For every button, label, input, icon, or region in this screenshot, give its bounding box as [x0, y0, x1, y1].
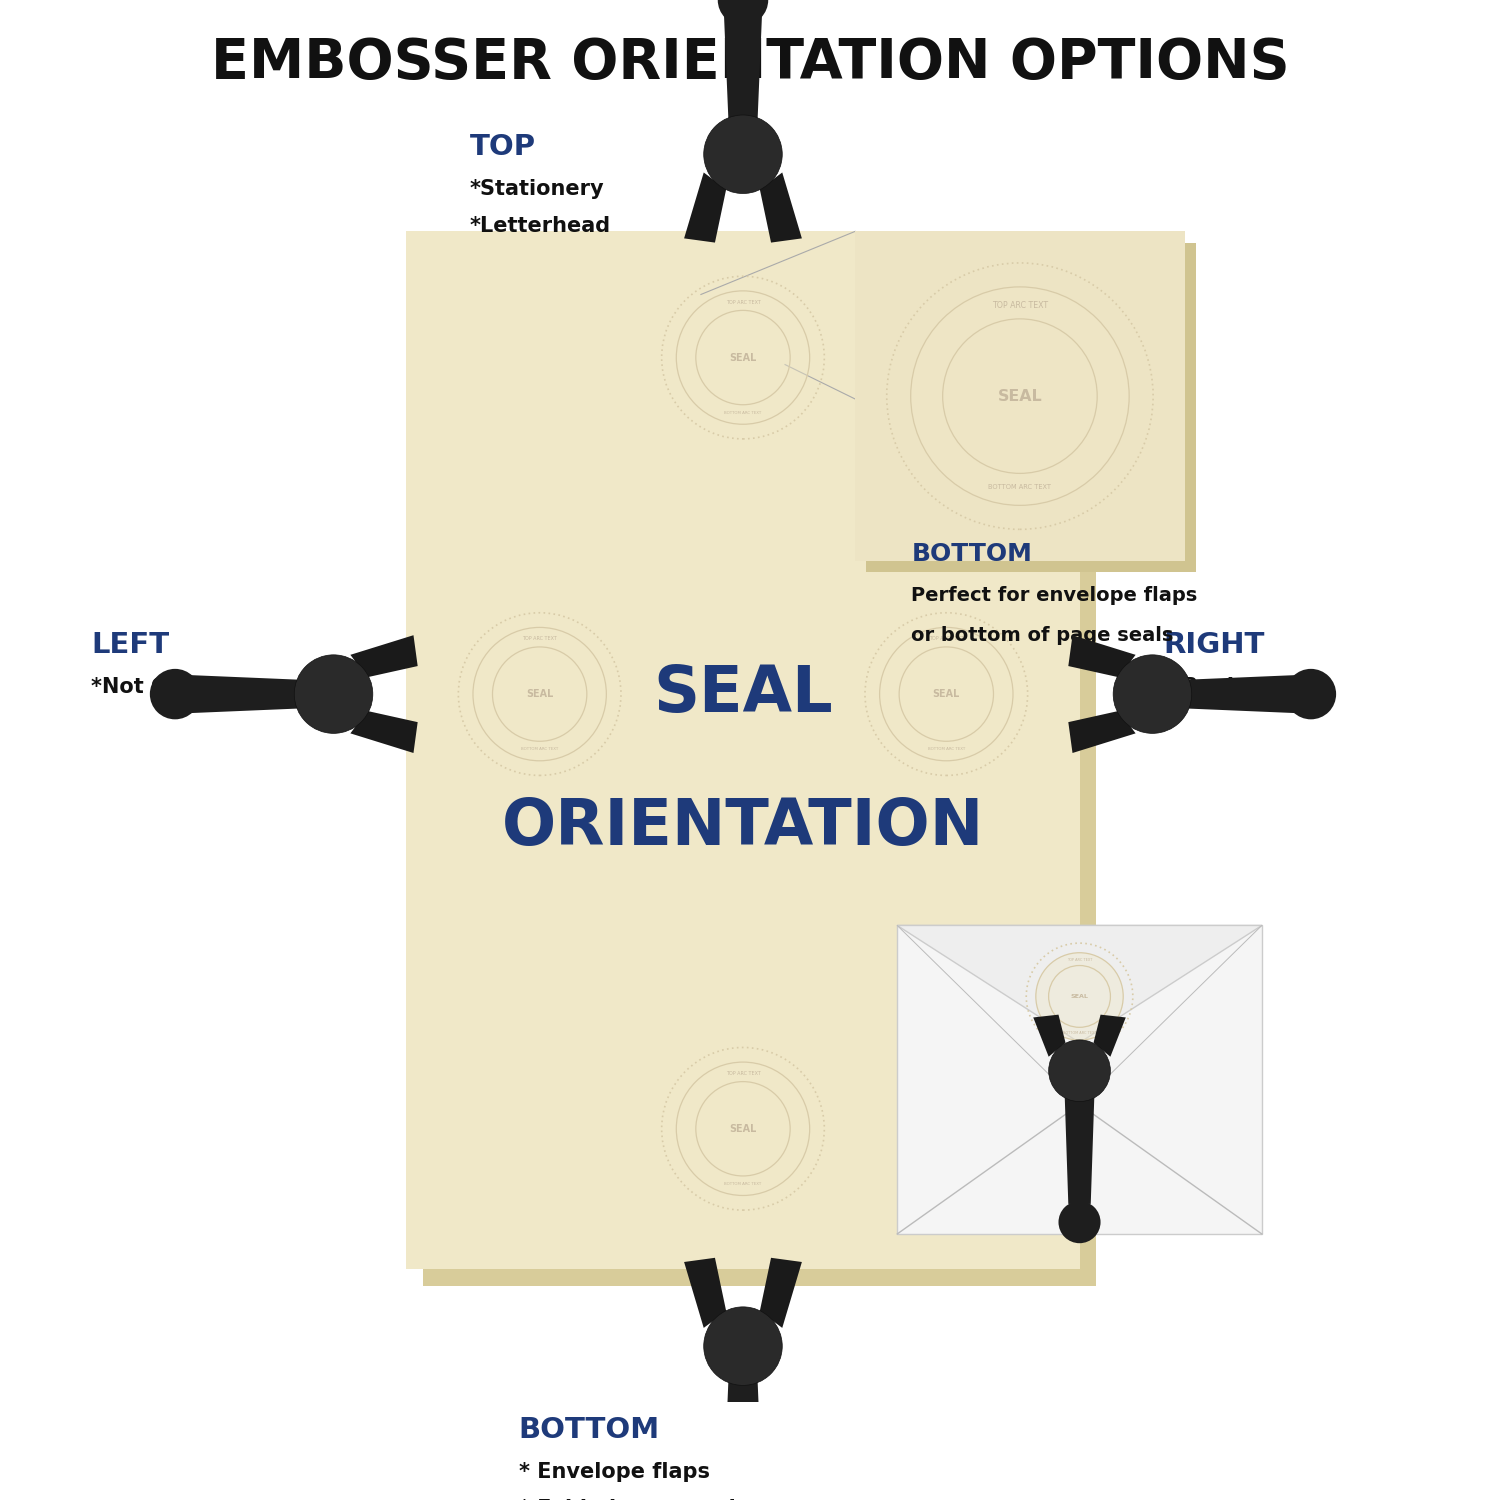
Text: BOTTOM: BOTTOM [519, 1416, 660, 1444]
Text: * Book page: * Book page [1164, 676, 1306, 698]
Bar [406, 231, 1080, 1269]
Bar [730, 1346, 756, 1374]
Text: ORIENTATION: ORIENTATION [503, 796, 984, 858]
Circle shape [704, 116, 783, 194]
Text: EMBOSSER ORIENTATION OPTIONS: EMBOSSER ORIENTATION OPTIONS [210, 36, 1290, 90]
Text: SEAL: SEAL [526, 688, 554, 699]
Circle shape [1286, 669, 1336, 720]
Text: *Not Common: *Not Common [92, 676, 254, 698]
Text: BOTTOM ARC TEXT: BOTTOM ARC TEXT [724, 411, 762, 416]
Text: LEFT: LEFT [92, 632, 170, 658]
Circle shape [910, 286, 1130, 506]
Text: BOTTOM ARC TEXT: BOTTOM ARC TEXT [724, 1182, 762, 1186]
Text: TOP ARC TEXT: TOP ARC TEXT [726, 300, 760, 304]
Circle shape [472, 627, 606, 760]
Text: BOTTOM: BOTTOM [912, 542, 1032, 566]
Text: SEAL: SEAL [1071, 994, 1089, 999]
Circle shape [150, 669, 201, 720]
Circle shape [717, 1474, 768, 1500]
Text: SEAL: SEAL [998, 388, 1042, 404]
Text: BOTTOM ARC TEXT: BOTTOM ARC TEXT [1064, 1030, 1096, 1035]
Text: BOTTOM ARC TEXT: BOTTOM ARC TEXT [988, 483, 1052, 489]
Circle shape [717, 0, 768, 26]
Text: TOP: TOP [470, 134, 536, 160]
Text: TOP ARC TEXT: TOP ARC TEXT [522, 636, 556, 642]
Bar [897, 926, 1262, 1234]
Polygon shape [760, 172, 802, 243]
Circle shape [704, 1306, 783, 1386]
Bar [867, 243, 1196, 572]
Polygon shape [684, 1258, 726, 1328]
Circle shape [676, 291, 810, 424]
Circle shape [879, 627, 1013, 760]
Polygon shape [760, 1258, 802, 1328]
Text: * Envelope flaps: * Envelope flaps [519, 1462, 710, 1482]
Circle shape [1036, 952, 1124, 1040]
Bar [423, 248, 1096, 1286]
Polygon shape [351, 711, 417, 753]
Polygon shape [684, 172, 726, 243]
Circle shape [1113, 656, 1191, 734]
Text: SEAL: SEAL [652, 663, 833, 724]
Polygon shape [723, 0, 762, 134]
Text: TOP ARC TEXT: TOP ARC TEXT [992, 302, 1048, 310]
Polygon shape [1064, 1077, 1095, 1204]
Polygon shape [723, 1366, 762, 1500]
Text: TOP ARC TEXT: TOP ARC TEXT [726, 1071, 760, 1076]
Polygon shape [1034, 1014, 1065, 1056]
Text: RIGHT: RIGHT [1164, 632, 1264, 658]
Polygon shape [897, 926, 1262, 1042]
Polygon shape [1178, 675, 1311, 714]
Circle shape [1059, 1202, 1101, 1243]
Text: or bottom of page seals: or bottom of page seals [912, 626, 1173, 645]
Circle shape [294, 656, 374, 734]
Polygon shape [176, 675, 309, 714]
Text: SEAL: SEAL [933, 688, 960, 699]
Bar [730, 126, 756, 154]
Text: TOP ARC TEXT: TOP ARC TEXT [1066, 958, 1092, 962]
Text: *Letterhead: *Letterhead [470, 216, 610, 236]
Bar [1152, 681, 1180, 706]
Circle shape [676, 1062, 810, 1196]
Text: BOTTOM ARC TEXT: BOTTOM ARC TEXT [520, 747, 558, 752]
Polygon shape [1068, 634, 1136, 678]
Bar [855, 231, 1185, 561]
Text: *Stationery: *Stationery [470, 180, 604, 200]
Polygon shape [1068, 711, 1136, 753]
Polygon shape [351, 634, 417, 678]
Text: BOTTOM ARC TEXT: BOTTOM ARC TEXT [927, 747, 964, 752]
Text: SEAL: SEAL [729, 1124, 756, 1134]
Text: TOP ARC TEXT: TOP ARC TEXT [928, 636, 963, 642]
Bar [306, 681, 333, 706]
Circle shape [1048, 1040, 1110, 1101]
Text: Perfect for envelope flaps: Perfect for envelope flaps [912, 586, 1197, 606]
Polygon shape [1094, 1014, 1126, 1056]
Text: SEAL: SEAL [729, 352, 756, 363]
